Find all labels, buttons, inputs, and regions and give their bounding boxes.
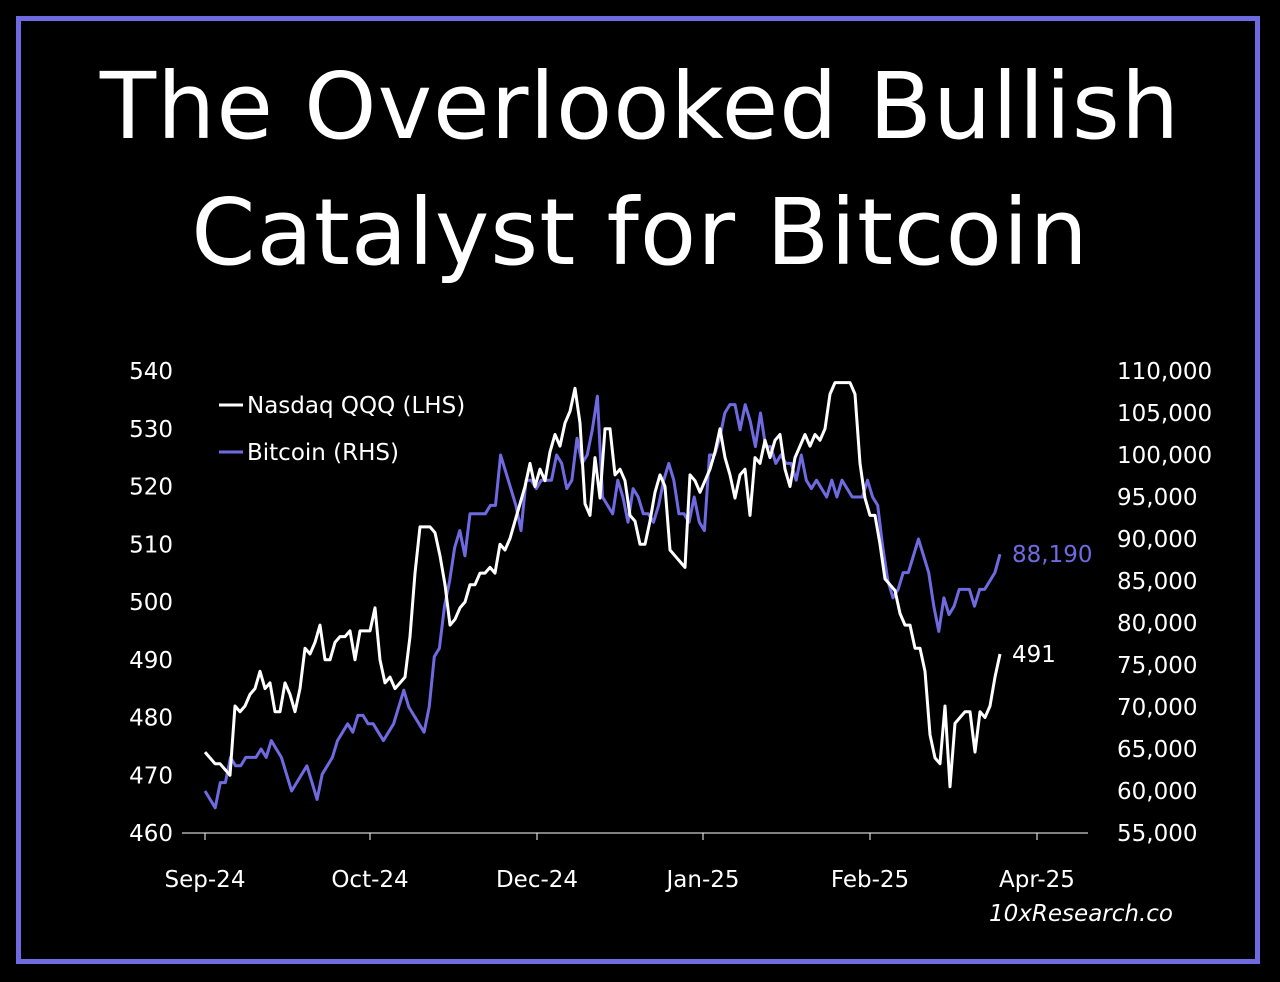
right-tick-label: 60,000 xyxy=(1117,779,1197,805)
left-axis-ticks: 540 530 520 510 500 490 480 470 460 xyxy=(129,359,173,847)
right-tick-label: 85,000 xyxy=(1117,569,1197,595)
right-tick-label: 95,000 xyxy=(1117,485,1197,511)
nasdaq-line xyxy=(203,381,1002,789)
left-tick-label: 510 xyxy=(129,532,173,558)
left-tick-label: 530 xyxy=(129,417,173,443)
left-tick-label: 500 xyxy=(129,590,173,616)
right-tick-label: 75,000 xyxy=(1117,653,1197,679)
left-tick-label: 460 xyxy=(129,821,173,847)
right-tick-label: 65,000 xyxy=(1117,737,1197,763)
nasdaq-end-label: 491 xyxy=(1012,642,1056,668)
right-tick-label: 105,000 xyxy=(1117,401,1212,427)
bitcoin-end-label: 88,190 xyxy=(1012,542,1092,568)
chart-title: The Overlooked Bullish Catalyst for Bitc… xyxy=(0,44,1280,296)
right-tick-label: 55,000 xyxy=(1117,821,1197,847)
end-labels: 491 88,190 xyxy=(1012,542,1092,668)
series-layer xyxy=(203,381,1002,810)
right-tick-label: 110,000 xyxy=(1117,359,1212,385)
legend-bitcoin-label: Bitcoin (RHS) xyxy=(247,440,399,466)
title-line-2: Catalyst for Bitcoin xyxy=(191,179,1089,286)
x-tick-label: Sep-24 xyxy=(165,867,246,893)
bitcoin-line xyxy=(203,394,1002,810)
right-tick-label: 100,000 xyxy=(1117,443,1212,469)
left-tick-label: 470 xyxy=(129,763,173,789)
source-credit: 10xResearch.co xyxy=(989,901,1173,927)
x-tick-label: Dec-24 xyxy=(496,867,578,893)
left-tick-label: 540 xyxy=(129,359,173,385)
right-tick-label: 90,000 xyxy=(1117,527,1197,553)
x-tick-label: Jan-25 xyxy=(664,867,739,893)
right-tick-label: 80,000 xyxy=(1117,611,1197,637)
border-frame xyxy=(16,16,1260,964)
x-tick-label: Feb-25 xyxy=(831,867,909,893)
legend-nasdaq-label: Nasdaq QQQ (LHS) xyxy=(247,393,465,419)
title-line-1: The Overlooked Bullish xyxy=(99,53,1181,160)
right-axis-ticks: 110,000 105,000 100,000 95,000 90,000 85,000 8… xyxy=(1117,359,1212,847)
right-tick-label: 70,000 xyxy=(1117,695,1197,721)
x-tick-label: Oct-24 xyxy=(331,867,408,893)
legend: Nasdaq QQQ (LHS) Bitcoin (RHS) xyxy=(219,393,465,466)
left-tick-label: 520 xyxy=(129,475,173,501)
left-tick-label: 490 xyxy=(129,648,173,674)
x-tick-label: Apr-25 xyxy=(999,867,1075,893)
left-tick-label: 480 xyxy=(129,706,173,732)
x-axis-ticks: Sep-24 Oct-24 Dec-24 Jan-25 Feb-25 Apr-25 xyxy=(165,833,1075,893)
